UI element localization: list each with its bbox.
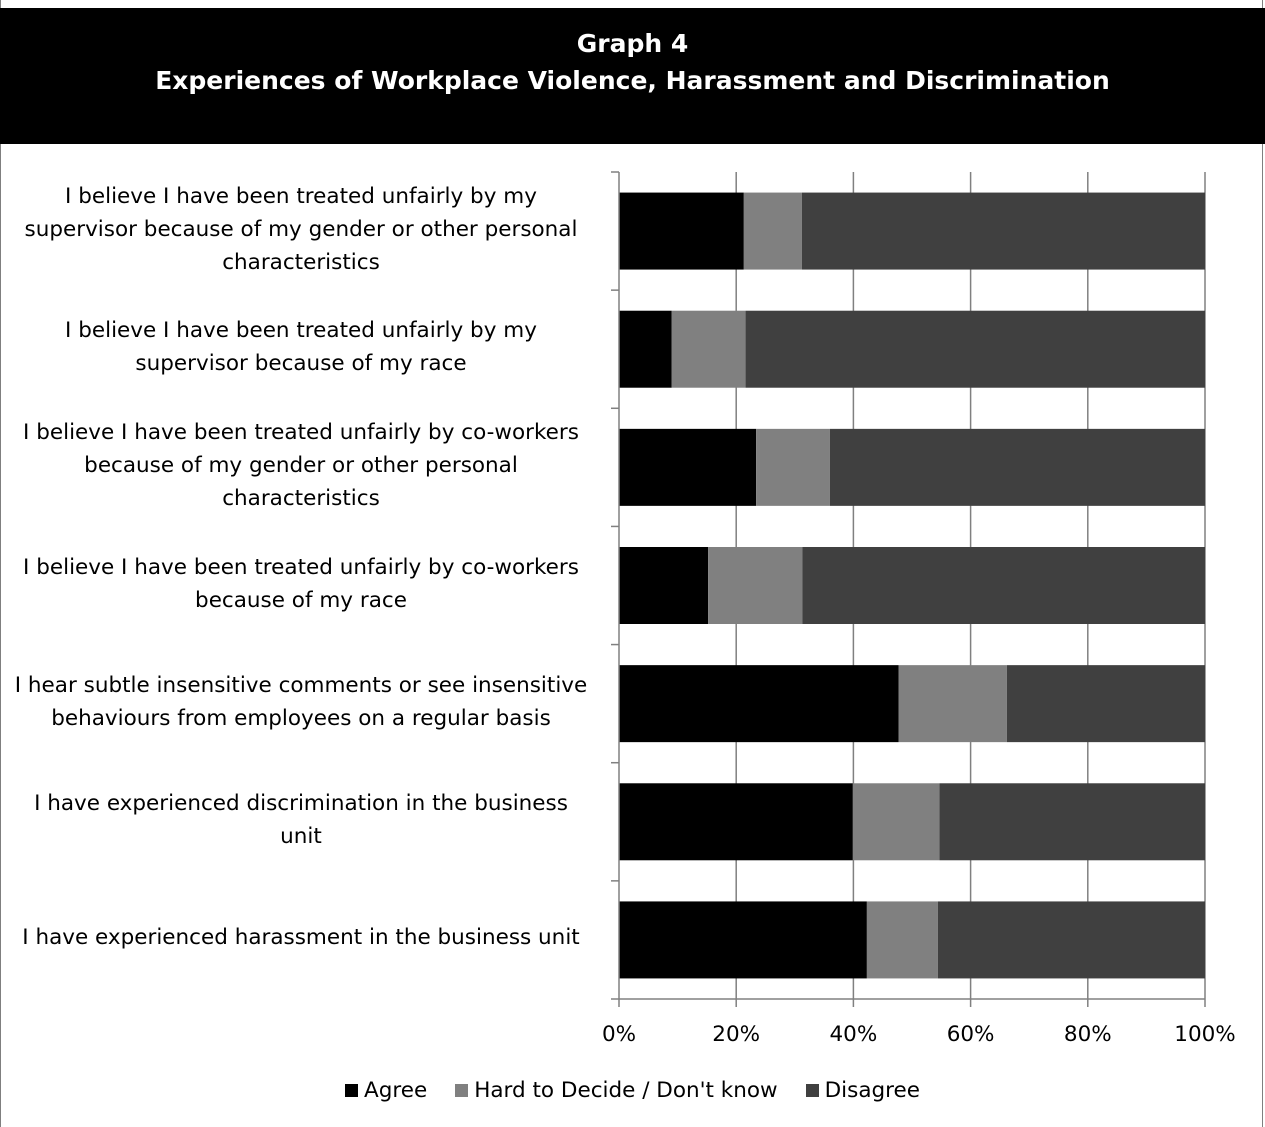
bar-agree [619, 192, 744, 270]
x-tick-label: 20% [712, 1022, 761, 1047]
legend-label: Disagree [824, 1078, 920, 1103]
x-tick-label: 60% [946, 1022, 995, 1047]
bar-hard-to-decide-don-t-know [708, 547, 803, 624]
bar-hard-to-decide-don-t-know [852, 783, 940, 861]
bar-disagree [829, 428, 1205, 506]
legend-swatch [345, 1084, 359, 1097]
chart-header: Graph 4 Experiences of Workplace Violenc… [0, 8, 1265, 144]
legend-swatch [805, 1084, 819, 1097]
category-label: I have experienced harassment in the bus… [22, 925, 580, 951]
chart-subtitle: Experiences of Workplace Violence, Haras… [155, 66, 1110, 95]
bar-agree [619, 428, 757, 506]
bar-disagree [939, 783, 1205, 861]
legend-swatch [455, 1084, 469, 1097]
category-label: I hear subtle insensitive comments or se… [14, 672, 588, 731]
bar-disagree [802, 547, 1205, 624]
legend-item: Disagree [805, 1074, 920, 1108]
category-label: I believe I have been treated unfairly b… [23, 554, 579, 613]
bar-agree [619, 310, 672, 388]
bar-hard-to-decide-don-t-know [671, 310, 746, 388]
legend: Agree Hard to Decide / Don't know Disagree [0, 1074, 1265, 1108]
category-label: I have experienced discrimination in the… [34, 790, 568, 849]
category-label: I believe I have been treated unfairly b… [65, 318, 537, 377]
bar-hard-to-decide-don-t-know [898, 665, 1007, 743]
category-label: I believe I have been treated unfairly b… [23, 419, 579, 511]
bar-agree [619, 547, 709, 624]
category-label: I believe I have been treated unfairly b… [24, 183, 578, 275]
bar-hard-to-decide-don-t-know [743, 192, 802, 270]
legend-label: Agree [364, 1078, 428, 1103]
chart-title: Graph 4 [576, 29, 689, 58]
bar-disagree [937, 901, 1205, 979]
bar-agree [619, 783, 853, 861]
x-tick-label: 80% [1063, 1022, 1112, 1047]
bar-hard-to-decide-don-t-know [756, 428, 830, 506]
bar-hard-to-decide-don-t-know [866, 901, 938, 979]
bar-disagree [745, 310, 1205, 388]
bar-agree [619, 901, 867, 979]
x-tick-label: 0% [601, 1022, 637, 1047]
bar-disagree [801, 192, 1205, 270]
bar-disagree [1006, 665, 1205, 743]
x-tick-label: 100% [1174, 1022, 1236, 1047]
x-tick-label: 40% [829, 1022, 878, 1047]
bar-agree [619, 665, 899, 743]
legend-item: Hard to Decide / Don't know [455, 1074, 778, 1108]
legend-item: Agree [345, 1074, 427, 1108]
legend-label: Hard to Decide / Don't know [474, 1078, 778, 1103]
